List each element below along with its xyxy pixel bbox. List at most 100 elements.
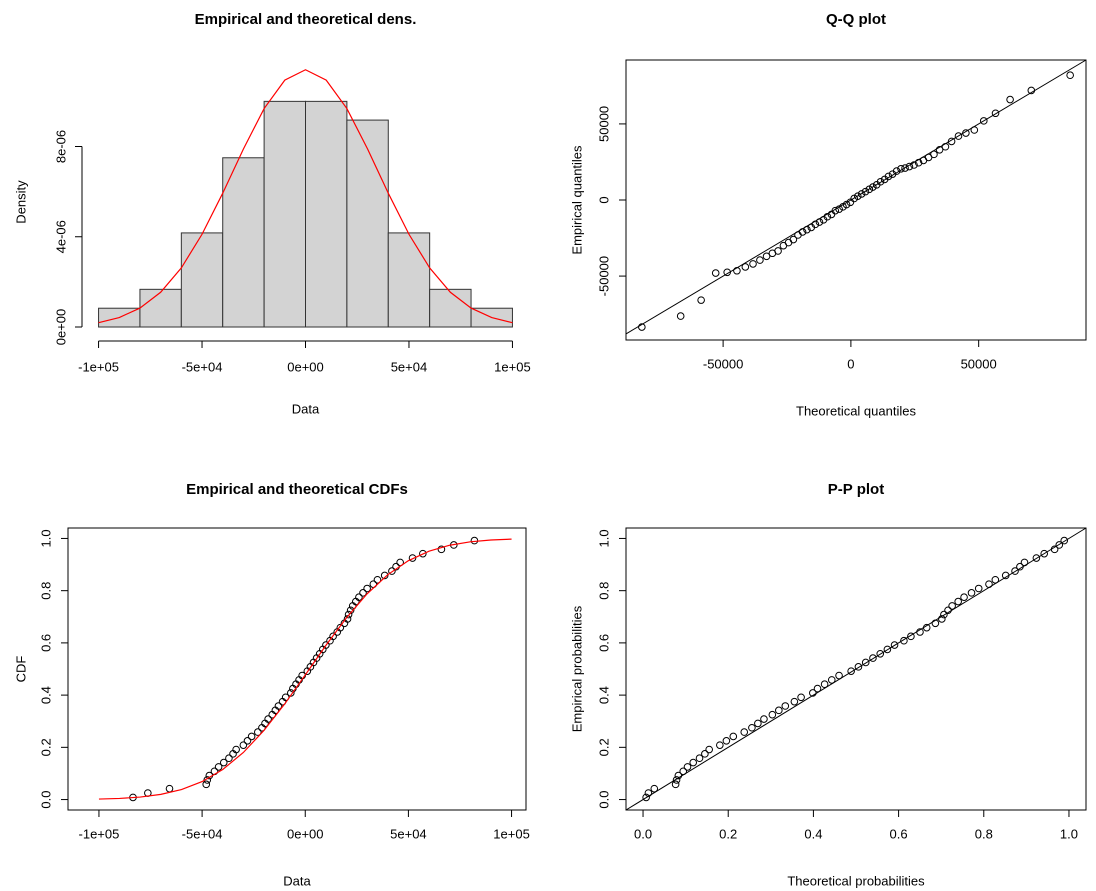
x-tick-label: -50000 (703, 356, 743, 371)
point (644, 789, 653, 797)
point (790, 697, 799, 706)
y-tick-label: 1.0 (596, 529, 611, 547)
point (905, 162, 914, 171)
point (979, 117, 988, 125)
point (247, 732, 256, 741)
point (733, 266, 741, 275)
point (962, 129, 970, 137)
x-tick-label: 5e+04 (390, 826, 427, 841)
point (847, 667, 855, 675)
point (1050, 545, 1059, 554)
x-tick-label: 0.0 (634, 826, 652, 841)
point (935, 145, 944, 154)
point (900, 636, 908, 645)
x-tick-label: 50000 (961, 356, 997, 371)
y-tick-label: 0.2 (38, 738, 53, 756)
point (813, 684, 822, 693)
point (274, 702, 283, 710)
point (931, 619, 940, 628)
point (876, 177, 885, 186)
point (835, 671, 843, 680)
point (741, 263, 750, 271)
point (1055, 541, 1064, 549)
point (760, 715, 768, 723)
point (689, 758, 698, 767)
point (363, 584, 371, 593)
y-tick-label: 50000 (596, 106, 611, 142)
point (701, 750, 709, 758)
point (748, 723, 756, 732)
point (225, 754, 233, 763)
point (214, 763, 223, 771)
y-tick-label: 0.0 (596, 791, 611, 809)
point (723, 268, 732, 277)
y-tick-label: 0.0 (38, 791, 53, 809)
point (941, 142, 950, 151)
point (876, 649, 885, 658)
point (854, 663, 863, 671)
point (922, 623, 931, 632)
chart-title: Q-Q plot (826, 11, 886, 28)
y-tick-label: 0.8 (38, 582, 53, 600)
point (775, 706, 783, 715)
x-tick-label: 0e+00 (287, 359, 324, 374)
point (756, 256, 764, 264)
point (827, 210, 836, 219)
point (336, 623, 345, 632)
point (901, 164, 909, 172)
point (869, 654, 877, 662)
y-axis-label: Empirical quantiles (569, 145, 584, 255)
point (967, 589, 976, 597)
plot-frame (67, 527, 527, 811)
x-tick-label: 5e+04 (391, 359, 428, 374)
point (789, 235, 798, 244)
bar (429, 288, 472, 328)
point (1006, 95, 1014, 104)
point (947, 137, 956, 146)
point (344, 610, 353, 619)
x-axis-label: Theoretical quantiles (796, 403, 916, 418)
point (380, 571, 389, 580)
reference-line (625, 59, 1087, 335)
chart-title: Empirical and theoretical CDFs (186, 481, 408, 498)
point (930, 150, 938, 159)
point (470, 536, 479, 545)
x-tick-label: -5e+04 (182, 826, 223, 841)
bar (222, 157, 265, 328)
x-tick-label: 0 (847, 356, 854, 371)
point (254, 728, 262, 736)
point (679, 767, 688, 776)
plot-frame (625, 59, 1087, 341)
y-tick-label: 0.8 (596, 582, 611, 600)
y-tick-label: 0e+00 (53, 309, 68, 346)
point (803, 225, 811, 234)
bar (139, 288, 182, 328)
point (897, 165, 905, 173)
point (754, 719, 762, 728)
x-tick-label: -5e+04 (182, 359, 223, 374)
point (642, 793, 650, 802)
point (954, 132, 963, 140)
point (202, 780, 211, 789)
x-tick-label: 1e+05 (494, 359, 531, 374)
point (650, 784, 659, 793)
point (811, 220, 820, 229)
y-tick-label: 0 (596, 196, 611, 203)
point (938, 615, 946, 623)
point (797, 693, 805, 702)
chart-title: P-P plot (828, 481, 884, 498)
y-tick-label: 1.0 (38, 529, 53, 547)
x-tick-label: 0.6 (890, 826, 908, 841)
point (827, 676, 836, 684)
point (322, 641, 330, 649)
y-axis-label: Density (13, 180, 28, 224)
y-tick-label: 0.6 (38, 634, 53, 652)
point (740, 728, 749, 736)
point (914, 158, 923, 167)
bar (305, 100, 348, 328)
point (798, 228, 807, 236)
plot-frame (625, 527, 1087, 811)
curve (98, 69, 513, 324)
point (1066, 71, 1074, 80)
x-tick-label: 1e+05 (493, 826, 530, 841)
